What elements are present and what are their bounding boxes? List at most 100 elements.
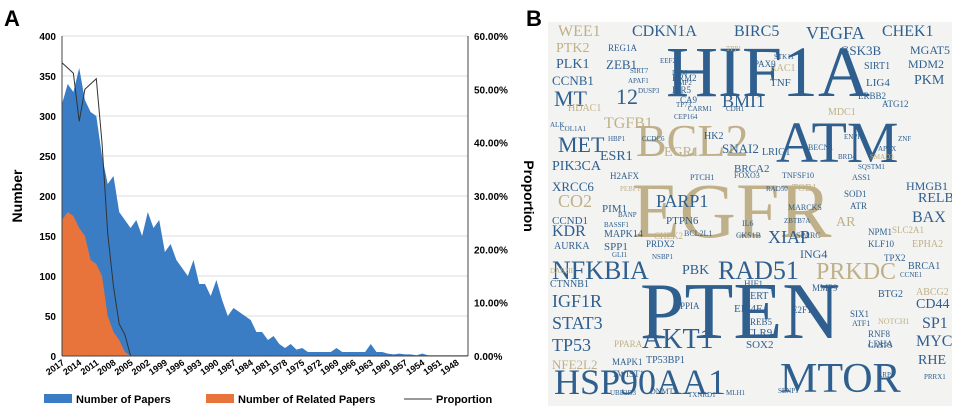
cloud-word: HSP90AA1	[554, 362, 727, 402]
y2-tick-label: 60.00%	[474, 32, 508, 43]
cloud-word: DUSP3	[638, 87, 660, 95]
cloud-word: PTEN	[640, 268, 840, 356]
cloud-word: BAX	[912, 209, 946, 226]
cloud-word: NOTCH1	[878, 317, 910, 326]
cloud-word: CCND1	[552, 215, 589, 227]
cloud-word: SIRT1	[864, 61, 891, 72]
cloud-word: BMI1	[722, 91, 766, 111]
cloud-word: TNFSF10	[782, 171, 815, 180]
cloud-word: PRDX2	[646, 239, 675, 249]
y-axis-title: Number	[9, 169, 25, 222]
cloud-word: BIRC5	[734, 23, 780, 40]
cloud-word: KDR	[552, 223, 586, 240]
cloud-word: EEF2K	[660, 57, 681, 65]
cloud-word: SIX1	[850, 309, 870, 319]
cloud-word: MDC1	[828, 107, 856, 118]
cloud-word: MGAT5	[910, 43, 951, 57]
cloud-word: CD44	[916, 297, 950, 312]
cloud-word: BTG2	[878, 289, 903, 300]
cloud-word: PBK	[682, 263, 710, 278]
cloud-word: PIK3CA	[552, 159, 602, 174]
legend-label-related: Number of Related Papers	[238, 394, 376, 406]
cloud-word: BCL2L1	[684, 229, 713, 238]
legend-swatch-papers	[44, 394, 72, 403]
cloud-word: AR	[836, 215, 856, 230]
cloud-word: UBE2D3	[610, 389, 637, 397]
cloud-word: APAF1	[628, 77, 649, 85]
cloud-word: MDM2	[908, 57, 945, 71]
cloud-word: GSK3B	[840, 43, 882, 58]
cloud-word: ATM	[776, 110, 899, 175]
x-tick-label: 1948	[439, 357, 461, 377]
panel-a-label: A	[4, 6, 20, 31]
cloud-word: HIF1A	[666, 32, 871, 112]
cloud-word: TNF	[770, 77, 791, 89]
cloud-word: EPHA2	[912, 239, 944, 250]
cloud-word: PPIA	[680, 301, 700, 311]
cloud-word: TP53BP1	[646, 355, 685, 366]
cloud-word: PTPN6	[666, 215, 699, 227]
series-areas	[61, 62, 468, 357]
y-tick-label: 150	[39, 232, 56, 243]
cloud-word: PLK1	[556, 57, 590, 72]
cloud-word: SNAI2	[722, 141, 759, 156]
cloud-word: LIG4	[866, 77, 890, 89]
cloud-word: SOX2	[746, 339, 774, 351]
legend-swatch-related	[206, 394, 234, 403]
area-number-of-related-papers	[62, 212, 137, 356]
cloud-word: DNMT1	[650, 387, 678, 396]
y-tick-label: 400	[39, 32, 56, 43]
cloud-word: BRCA2	[734, 163, 770, 175]
cloud-word: CEP164	[674, 113, 698, 121]
y-tick-label: 0	[50, 352, 56, 363]
cloud-word: BCL2	[636, 115, 749, 166]
area-number-of-papers	[62, 68, 468, 356]
cloud-word: PTK2	[556, 41, 590, 56]
cloud-word: FOXO3	[734, 171, 760, 180]
cloud-word: ALK	[550, 121, 565, 129]
cloud-word: ASS1	[852, 173, 871, 182]
cloud-word: ZEB1	[606, 57, 638, 72]
cloud-word: CHEK1	[882, 23, 934, 40]
cloud-word: CCNE1	[900, 271, 923, 279]
cloud-word: HIF1	[744, 279, 764, 289]
cloud-word: CREB5	[744, 317, 773, 327]
cloud-word: SPARC	[796, 231, 821, 240]
cloud-word: SP1	[922, 315, 948, 332]
cloud-word: PRKDC	[816, 259, 897, 285]
y2-tick-label: 50.00%	[474, 85, 508, 96]
cloud-word: SIRT7	[630, 67, 649, 75]
cloud-word: ATF1	[852, 319, 871, 328]
cloud-word: COL1A1	[560, 125, 587, 133]
cloud-word: HK2	[704, 131, 724, 142]
cloud-word: ABCG2	[916, 287, 949, 298]
cloud-word: TGFB1	[604, 115, 653, 132]
cloud-word: MT	[554, 86, 587, 111]
cloud-word: TWIST1	[612, 369, 644, 379]
cloud-word: ESR1	[600, 149, 633, 164]
cloud-word: TP73	[676, 101, 692, 109]
cloud-word: ZNF	[898, 135, 912, 143]
line-proportion	[61, 62, 137, 357]
cloud-word: HDAC1	[568, 103, 602, 114]
cloud-word: HMGB1	[906, 179, 949, 193]
panel-b-label: B	[526, 6, 542, 31]
y2-tick-label: 0.00%	[474, 352, 502, 363]
cloud-word: CDH1	[726, 105, 745, 113]
cloud-word: CKS1B	[736, 231, 761, 240]
cloud-word: PAX9	[754, 59, 776, 69]
cloud-word: HBP1	[608, 135, 626, 143]
cloud-word: ING4	[800, 247, 828, 261]
cloud-word: PTCH1	[690, 173, 715, 182]
cloud-word: SPP1	[604, 241, 628, 253]
y-tick-label: 50	[45, 312, 57, 323]
cloud-word: MYC	[916, 333, 952, 350]
cloud-word: NFKBIA	[552, 256, 649, 285]
cloud-word: PKM	[914, 73, 945, 88]
cloud-word: ATR	[850, 201, 868, 211]
cloud-word: CDKN1A	[632, 23, 697, 40]
y2-tick-label: 20.00%	[474, 245, 508, 256]
cloud-word: TERT	[744, 291, 769, 302]
cloud-word: WEE1	[558, 23, 601, 40]
cloud-word: BASSF1	[604, 221, 629, 229]
